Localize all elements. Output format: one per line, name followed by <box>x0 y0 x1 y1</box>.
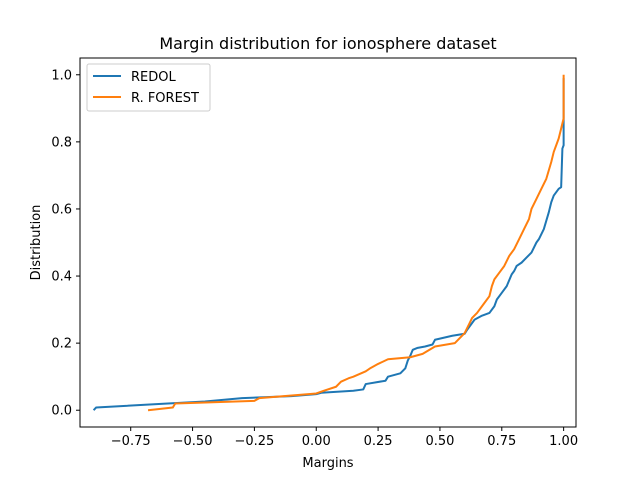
y-axis-label: Distribution <box>29 205 44 281</box>
y-tick-label: 1.0 <box>51 68 72 83</box>
x-axis: −0.75 −0.50 −0.25 0.00 0.25 0.50 0.75 1.00 <box>111 427 578 449</box>
plot-frame <box>79 57 577 428</box>
legend-label-redol: REDOL <box>131 70 176 85</box>
x-tick-label: −0.75 <box>111 434 151 449</box>
y-tick-label: 0.6 <box>51 202 72 217</box>
x-tick-label: 0.00 <box>302 434 331 449</box>
series-line-redol <box>92 78 565 411</box>
y-tick-label: 0.0 <box>51 404 72 419</box>
x-tick-label: 0.75 <box>487 434 516 449</box>
y-tick-label: 0.8 <box>51 135 72 150</box>
series-line-r-forest <box>147 74 565 412</box>
chart-title: Margin distribution for ionosphere datas… <box>159 34 496 53</box>
y-axis: 0.0 0.2 0.4 0.6 0.8 1.0 <box>51 68 80 419</box>
legend: REDOL R. FOREST <box>86 63 211 112</box>
x-tick-label: −0.50 <box>173 434 213 449</box>
x-tick-label: 1.00 <box>549 434 578 449</box>
legend-label-r-forest: R. FOREST <box>131 91 199 106</box>
y-tick-label: 0.4 <box>51 270 72 285</box>
x-axis-label: Margins <box>302 456 353 471</box>
y-tick-label: 0.2 <box>51 337 72 352</box>
x-tick-label: 0.25 <box>364 434 393 449</box>
x-tick-label: 0.50 <box>425 434 454 449</box>
series-group <box>92 74 565 412</box>
plot-area <box>80 58 576 427</box>
x-tick-label: −0.25 <box>234 434 274 449</box>
